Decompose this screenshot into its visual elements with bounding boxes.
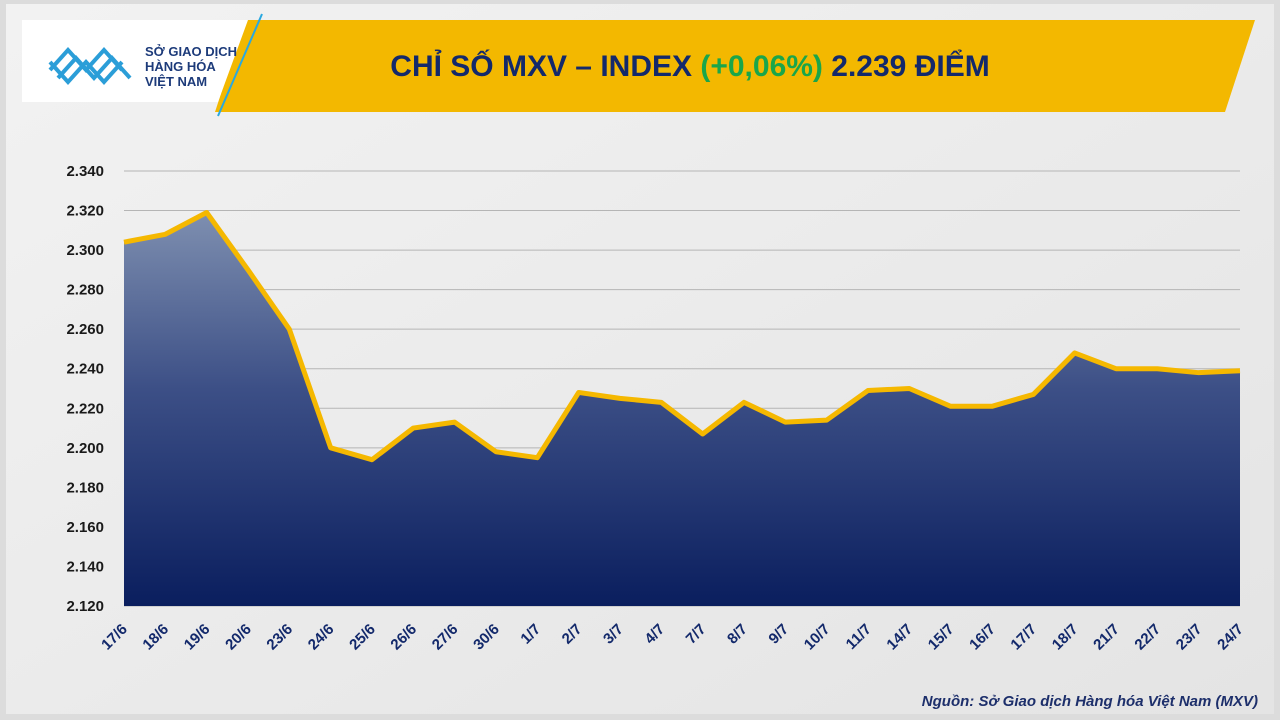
- logo-box: [22, 20, 248, 102]
- title-change: (+0,06%): [700, 50, 823, 83]
- y-tick-label: 2.140: [66, 558, 104, 575]
- y-tick-label: 2.280: [66, 282, 104, 299]
- source-note: Nguồn: Sở Giao dịch Hàng hóa Việt Nam (M…: [922, 693, 1258, 710]
- y-tick-label: 2.220: [66, 400, 104, 417]
- y-tick-label: 2.160: [66, 519, 104, 536]
- logo-icon: [48, 47, 132, 85]
- y-tick-label: 2.260: [66, 321, 104, 338]
- area: [124, 212, 1240, 607]
- y-tick-label: 2.180: [66, 479, 104, 496]
- y-tick-label: 2.320: [66, 203, 104, 220]
- title-suffix: 2.239 ĐIỂM: [831, 49, 989, 83]
- header-band: [215, 20, 1255, 112]
- y-tick-label: 2.200: [66, 440, 104, 457]
- y-tick-label: 2.300: [66, 242, 104, 259]
- accent-line: [217, 13, 263, 117]
- chart-title: CHỈ SỐ MXV – INDEX (+0,06%) 2.239 ĐIỂM: [390, 49, 989, 83]
- line: [123, 210, 1241, 463]
- y-tick-label: 2.340: [66, 163, 104, 180]
- title-prefix: CHỈ SỐ MXV – INDEX: [390, 49, 692, 83]
- logo-text: SỞ GIAO DỊCH: [145, 44, 237, 59]
- logo-text: VIỆT NAM: [145, 74, 207, 89]
- y-tick-label: 2.240: [66, 361, 104, 378]
- y-tick-label: 2.120: [66, 598, 104, 615]
- logo-text: HÀNG HÓA: [145, 59, 216, 74]
